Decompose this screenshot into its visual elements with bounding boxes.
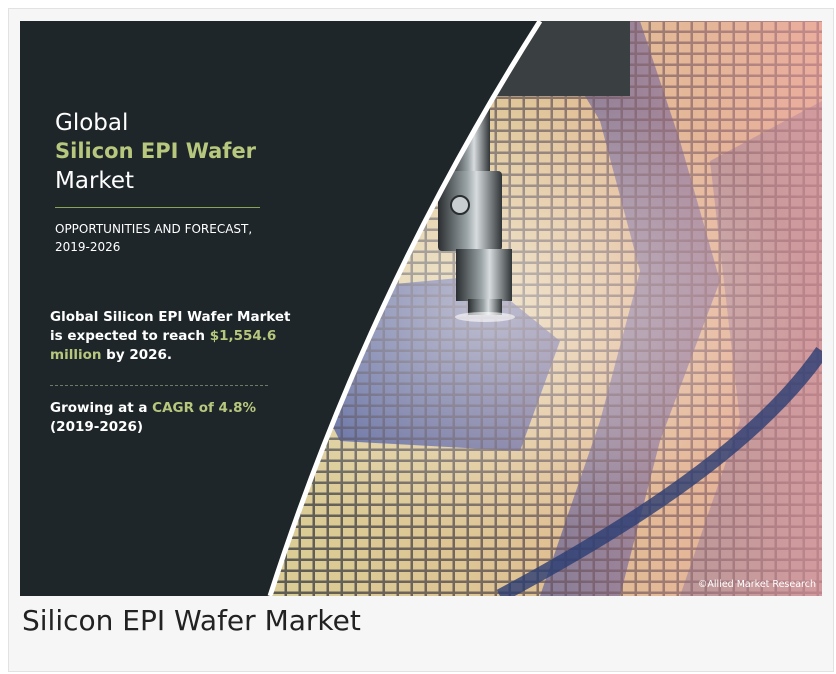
stat-prefix: Global Silicon EPI Wafer Market is expec… [50,309,291,344]
banner-title-market: Market [55,168,135,194]
wafer-photo [267,21,822,596]
banner-title-global: Global [55,110,129,136]
growth-statement: Growing at a CAGR of 4.8% (2019-2026) [50,399,300,437]
copyright-notice: ©Allied Market Research [697,579,816,590]
growth-period: (2019-2026) [50,419,144,435]
growth-value: CAGR of 4.8% [152,400,256,416]
market-banner: Global Silicon EPI Wafer Market OPPORTUN… [20,21,822,596]
title-divider [55,207,260,208]
stat-value: $1,554.6 million [50,328,277,363]
stat-suffix: by 2026. [106,347,173,363]
stat-divider [50,385,268,386]
image-caption: Silicon EPI Wafer Market [22,604,361,637]
banner-subtitle: OPPORTUNITIES AND FORECAST, 2019-2026 [55,222,253,254]
growth-prefix: Growing at a [50,400,148,416]
banner-title-product: Silicon EPI Wafer [55,139,257,163]
market-size-statement: Global Silicon EPI Wafer Market is expec… [50,308,300,365]
